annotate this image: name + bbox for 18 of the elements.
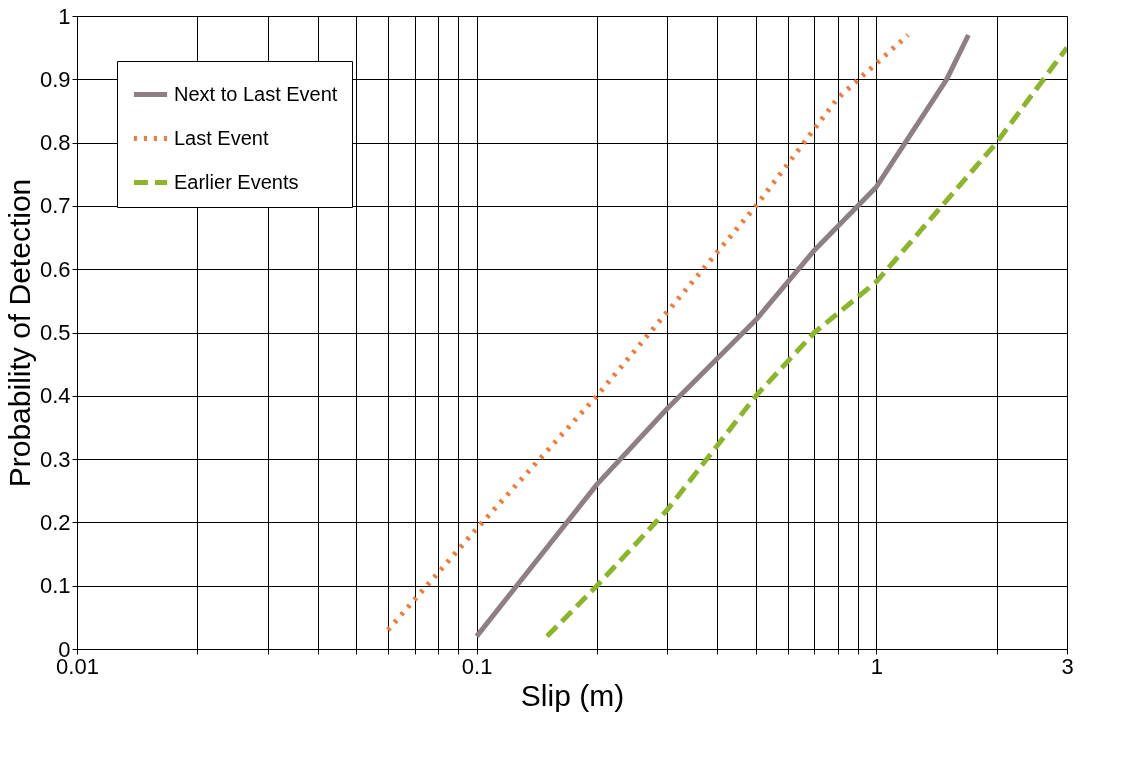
y-axis-title: Probability of Detection: [2, 178, 36, 488]
y-tick-label: 0.4: [39, 383, 71, 409]
y-tick-label: 0.8: [39, 130, 71, 156]
x-tick-label: 0.1: [461, 653, 493, 679]
y-tick-label: 0.7: [39, 193, 71, 219]
y-tick-label: 0.5: [39, 320, 71, 345]
y-tick-label: 0.1: [39, 573, 71, 599]
y-tick-label: 1: [58, 3, 71, 29]
legend-label: Last Event: [174, 126, 269, 149]
x-tick-label: 1: [870, 653, 883, 679]
x-axis-title: Slip (m): [520, 678, 625, 712]
y-tick-label: 0.9: [39, 66, 71, 92]
x-tick-label: 3: [1061, 653, 1074, 679]
legend-label: Next to Last Event: [174, 82, 338, 105]
legend-label: Earlier Events: [174, 170, 299, 193]
y-tick-label: 0.2: [39, 509, 71, 535]
y-tick-label: 0.3: [39, 446, 71, 472]
y-tick-label: 0.6: [39, 256, 71, 282]
